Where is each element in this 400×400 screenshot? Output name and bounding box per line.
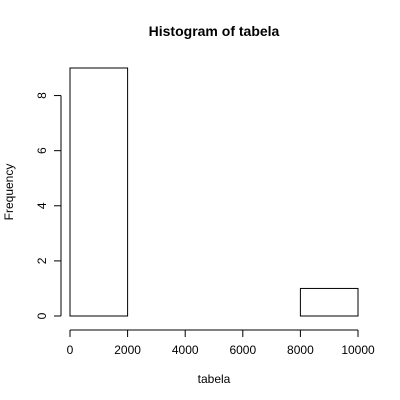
x-tick-label: 4000 (172, 343, 199, 357)
y-axis: 0 2 4 6 8 (35, 92, 62, 319)
histogram-bar (299, 287, 359, 317)
x-tick-label: 0 (67, 343, 74, 357)
x-tick-label: 2000 (114, 343, 141, 357)
y-tick-label: 4 (35, 202, 49, 209)
x-axis-label: tabela (198, 372, 231, 386)
y-axis-label: Frequency (2, 164, 16, 221)
bars-group (69, 67, 359, 317)
y-tick-label: 6 (35, 147, 49, 154)
y-tick-label: 8 (35, 92, 49, 99)
x-tick-label: 10000 (341, 343, 375, 357)
y-tick-label: 2 (35, 257, 49, 264)
x-tick-label: 8000 (287, 343, 314, 357)
histogram-bar (69, 67, 129, 317)
x-tick-label: 6000 (229, 343, 256, 357)
y-tick-label: 0 (35, 312, 49, 319)
chart-title: Histogram of tabela (149, 23, 280, 39)
x-axis: 0 2000 4000 6000 8000 10000 (67, 329, 375, 357)
